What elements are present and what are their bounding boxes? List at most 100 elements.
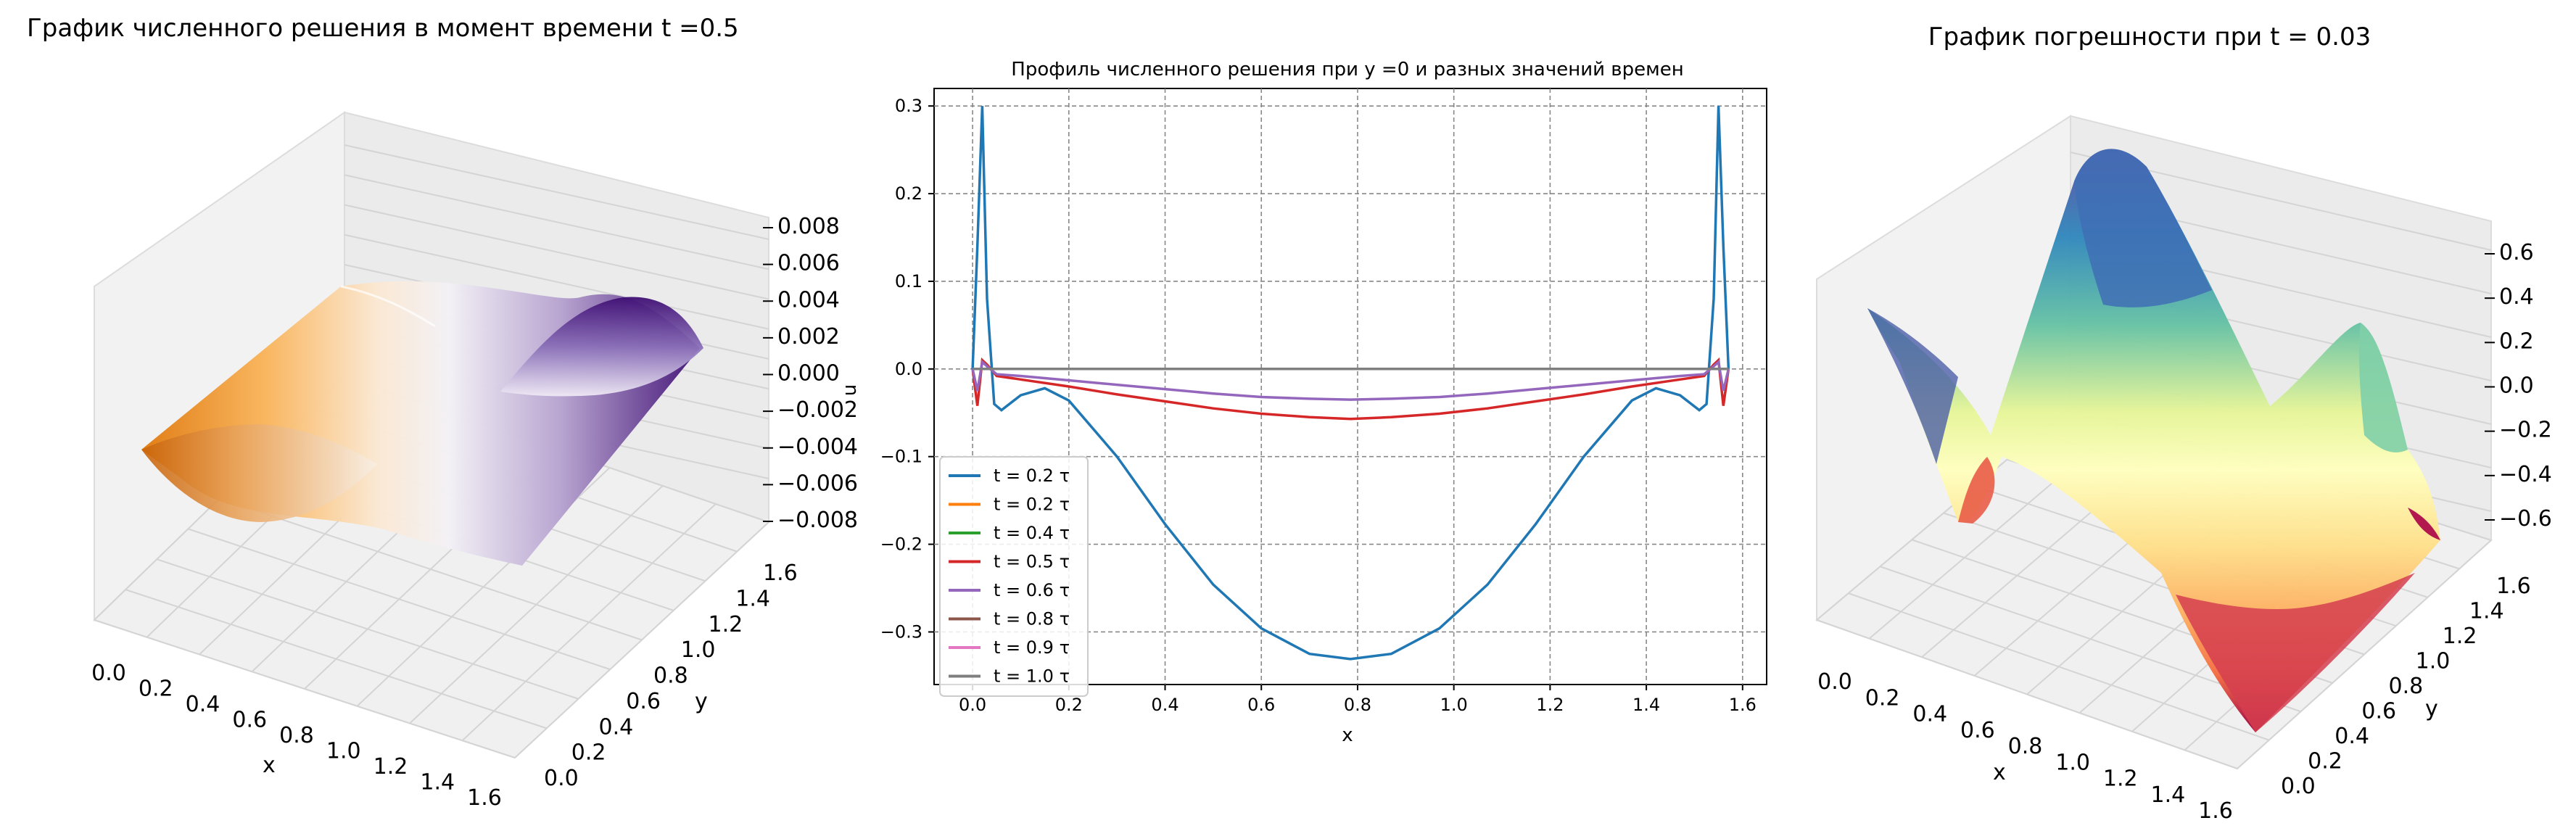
z-tick-label: 0.0: [2499, 373, 2534, 399]
x-tick-label: 1.0: [1440, 695, 1468, 715]
panel2-y-axis-label: u: [839, 384, 861, 396]
series-line-3: [971, 357, 1730, 421]
gridline-y: [219, 497, 643, 641]
z-tick-label: 0.006: [777, 251, 840, 276]
panel2-x-axis-label: x: [1342, 724, 1353, 746]
gridline-x: [409, 485, 664, 724]
panel3-z-tick-labels: 0.6 0.4 0.2 0.0 −0.2 −0.4 −0.6: [2485, 240, 2552, 532]
panel1-x-axis-label: x: [263, 753, 276, 778]
y-tick-label: −0.1: [880, 447, 922, 467]
x-tick-label: 0.8: [1344, 695, 1371, 715]
y-tick-label: 0.2: [895, 183, 922, 204]
y-tick-label: 1.0: [681, 637, 716, 663]
x-tick-label: 0.0: [91, 661, 126, 686]
z-tick-label: 0.002: [777, 324, 840, 350]
profile-line-chart-panel: Профиль численного решения при y =0 и ра…: [839, 59, 1767, 746]
gridline-x: [461, 503, 717, 741]
panel1-y-axis-label: y: [695, 689, 708, 714]
series-line-4: [971, 359, 1730, 401]
y-tick-label: 0.0: [2281, 774, 2316, 799]
x-tick-label: 1.4: [2151, 782, 2186, 808]
y-tick-label: 1.4: [735, 586, 770, 611]
legend-frame: [939, 456, 1089, 697]
x-tick-label: 1.6: [1729, 695, 1756, 715]
x-tick-label: 1.6: [467, 785, 502, 811]
legend-label-3: t = 0.5 τ: [994, 552, 1070, 572]
x-tick-label: 0.8: [2008, 734, 2043, 759]
z-tick-label: −0.006: [777, 471, 858, 496]
legend-label-2: t = 0.4 τ: [994, 523, 1070, 543]
legend-label-7: t = 1.0 τ: [994, 666, 1070, 687]
panel1-x-tick-labels: 0.0 0.2 0.4 0.6 0.8 1.0 1.2 1.4 1.6: [91, 661, 502, 811]
y-tick-label: 1.4: [2469, 599, 2504, 624]
series-line-0: [971, 106, 1730, 661]
panel3-y-tick-labels: 0.00.20.40.60.81.01.21.41.6: [2281, 574, 2531, 799]
x-tick-label: 0.6: [232, 708, 267, 733]
z-tick-label: 0.2: [2499, 328, 2534, 354]
y-tick-label: 1.2: [2443, 624, 2477, 649]
z-tick-label: 0.000: [777, 361, 840, 386]
z-tick-label: −0.002: [777, 397, 858, 423]
y-tick-label: 0.0: [895, 359, 922, 379]
panel2-title: Профиль численного решения при y =0 и ра…: [1011, 59, 1683, 80]
gridline-z: [344, 144, 769, 240]
numerical-solution-surface-panel: График численного решения в момент време…: [27, 14, 858, 811]
gridline-x: [2237, 539, 2492, 769]
y-tick-label: −0.3: [880, 621, 922, 642]
z-tick-label: 0.4: [2499, 284, 2534, 310]
x-tick-label: 0.0: [959, 695, 986, 715]
panel1-y-tick-labels: 0.00.20.40.60.81.01.21.41.6: [544, 561, 798, 791]
error-surface-panel: График погрешности при t = 0.03 0.00.20.…: [1815, 22, 2552, 824]
x-tick-label: 1.6: [2198, 798, 2233, 824]
z-tick-label: −0.2: [2499, 418, 2552, 443]
y-tick-label: 0.6: [626, 689, 661, 714]
y-tick-label: 0.2: [2308, 749, 2342, 774]
z-tick-label: −0.6: [2499, 506, 2552, 532]
panel3-surface: [1867, 149, 2440, 732]
y-tick-label: 0.1: [895, 271, 922, 292]
x-tick-label: 1.0: [326, 739, 361, 764]
panel1-title: График численного решения в момент време…: [27, 14, 739, 43]
x-tick-label: 1.0: [2055, 750, 2090, 775]
y-tick-label: 1.2: [709, 612, 743, 637]
z-tick-label: −0.008: [777, 508, 858, 533]
x-tick-label: 0.2: [139, 677, 173, 702]
panel1-z-tick-labels: 0.008 0.006 0.004 0.002 0.000 −0.002 −0.004 −0.…: [763, 214, 858, 533]
y-tick-label: 0.2: [571, 740, 606, 766]
panel2-legend: t = 0.2 τ t = 0.2 τ t = 0.4 τ t = 0.5 τ t = …: [939, 456, 1089, 697]
y-tick-label: 0.4: [599, 714, 634, 740]
x-tick-label: 1.2: [373, 754, 408, 780]
x-tick-label: 1.2: [2103, 766, 2138, 792]
gridline-z: [344, 204, 769, 300]
z-tick-label: 0.004: [777, 287, 840, 313]
gridline-z: [344, 174, 769, 270]
x-tick-label: 0.4: [1912, 702, 1947, 727]
legend-label-1: t = 0.2 τ: [994, 495, 1070, 515]
x-tick-label: 0.4: [1151, 695, 1178, 715]
z-tick-label: 0.008: [777, 214, 840, 239]
legend-label-5: t = 0.8 τ: [994, 609, 1070, 629]
y-tick-label: 0.4: [2334, 724, 2369, 749]
y-tick-label: 0.3: [895, 96, 922, 116]
x-tick-label: 0.0: [1817, 669, 1852, 695]
x-tick-label: 0.6: [1247, 695, 1275, 715]
panel3-x-tick-labels: 0.0 0.2 0.4 0.6 0.8 1.0 1.2 1.4 1.6: [1817, 669, 2233, 824]
x-tick-label: 0.2: [1865, 685, 1900, 711]
z-tick-label: −0.4: [2499, 462, 2552, 487]
y-tick-label: 0.8: [2389, 674, 2424, 699]
panel2-series-lines: [971, 106, 1730, 661]
legend-label-6: t = 0.9 τ: [994, 637, 1070, 658]
gridline-z: [344, 233, 769, 330]
y-tick-label: 0.8: [653, 663, 688, 689]
y-tick-label: 0.6: [2361, 699, 2396, 724]
legend-label-0: t = 0.2 τ: [994, 466, 1070, 486]
y-tick-label: 0.0: [544, 766, 579, 791]
z-tick-label: −0.004: [777, 434, 858, 460]
panel1-surface: [141, 281, 703, 566]
panel3-x-axis-label: x: [1993, 760, 2006, 785]
y-tick-label: 1.6: [2496, 574, 2531, 599]
panel2-ticks: 0.0 0.2 0.4 0.6 0.8 1.0 1.2 1.4 1.6 0.3 0.2 0.1 0.0 −…: [880, 96, 1756, 715]
x-tick-label: 1.4: [420, 770, 455, 795]
y-tick-label: −0.2: [880, 534, 922, 555]
